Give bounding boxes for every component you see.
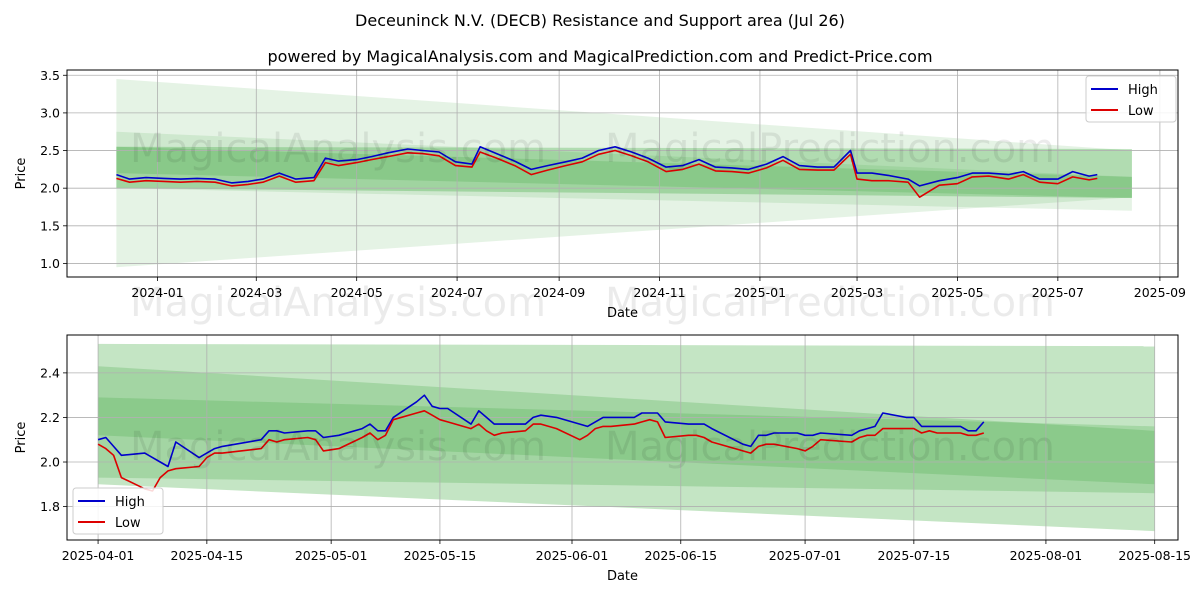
c1-x-tick-label-5: 2025-06-15 [644, 548, 717, 563]
c0-y-axis-label: Price [14, 158, 29, 190]
c1-x-tick-label-3: 2025-05-15 [404, 548, 477, 563]
c0-x-axis-label: Date [607, 306, 638, 321]
c1-band-1 [98, 366, 1155, 494]
c0-y-tick-label-1: 1.5 [40, 218, 60, 233]
c0-legend-label-low: Low [1128, 104, 1154, 119]
chart-subtitle: powered by MagicalAnalysis.com and Magic… [267, 47, 933, 66]
c0-x-tick-label-4: 2024-09 [533, 285, 585, 300]
c0-x-tick-label-9: 2025-07 [1032, 285, 1084, 300]
c0-x-tick-label-6: 2025-01 [734, 285, 786, 300]
c1-x-tick-label-1: 2025-04-15 [171, 548, 244, 563]
c1-legend-label-high: High [115, 495, 145, 510]
c0-x-tick-label-2: 2024-05 [331, 285, 383, 300]
c1-series-high-line [97, 394, 985, 468]
c0-band-0 [116, 79, 1132, 268]
c1-x-tick-label-9: 2025-08-15 [1118, 548, 1191, 563]
c0-x-tick-label-1: 2024-03 [230, 285, 282, 300]
c1-x-tick-label-4: 2025-06-01 [536, 548, 609, 563]
c0-band-1 [116, 131, 1132, 211]
c1-y-axis-label: Price [14, 422, 29, 454]
c0-x-tick-label-7: 2025-03 [831, 285, 883, 300]
c1-y-tick-label-0: 1.8 [40, 499, 60, 514]
c0-series-high-line [116, 146, 1098, 187]
c1-x-tick-label-8: 2025-08-01 [1010, 548, 1083, 563]
c0-y-tick-label-4: 3.0 [40, 105, 60, 120]
c0-series-low-line [116, 149, 1098, 198]
c1-x-axis-label: Date [607, 569, 638, 584]
c1-x-tick-label-6: 2025-07-01 [769, 548, 842, 563]
c1-legend-label-low: Low [115, 516, 141, 531]
c1-y-tick-label-3: 2.4 [40, 365, 60, 380]
c0-plot-frame [66, 69, 1179, 278]
c0-x-tick-label-3: 2024-07 [431, 285, 483, 300]
c0-legend-label-high: High [1128, 83, 1158, 98]
c0-x-tick-label-8: 2025-05 [931, 285, 983, 300]
c0-x-tick-label-0: 2024-01 [131, 285, 183, 300]
c0-y-tick-label-5: 3.5 [40, 68, 60, 83]
c0-y-tick-label-0: 1.0 [40, 256, 60, 271]
c0-y-tick-label-2: 2.0 [40, 181, 60, 196]
c1-y-tick-label-2: 2.2 [40, 410, 60, 425]
c0-y-tick-label-3: 2.5 [40, 143, 60, 158]
c1-plot-frame [66, 334, 1179, 541]
c1-x-tick-label-0: 2025-04-01 [62, 548, 135, 563]
c1-band-2 [98, 397, 1155, 485]
c1-series-low-line [97, 409, 985, 492]
c1-x-tick-label-2: 2025-05-01 [295, 548, 368, 563]
chart-title: Deceuninck N.V. (DECB) Resistance and Su… [355, 11, 845, 30]
c1-x-tick-label-7: 2025-07-15 [878, 548, 951, 563]
c0-x-tick-label-5: 2024-11 [633, 285, 685, 300]
c1-y-tick-label-1: 2.0 [40, 455, 60, 470]
c0-x-tick-label-10: 2025-09 [1134, 285, 1186, 300]
c1-band-0 [98, 343, 1155, 532]
